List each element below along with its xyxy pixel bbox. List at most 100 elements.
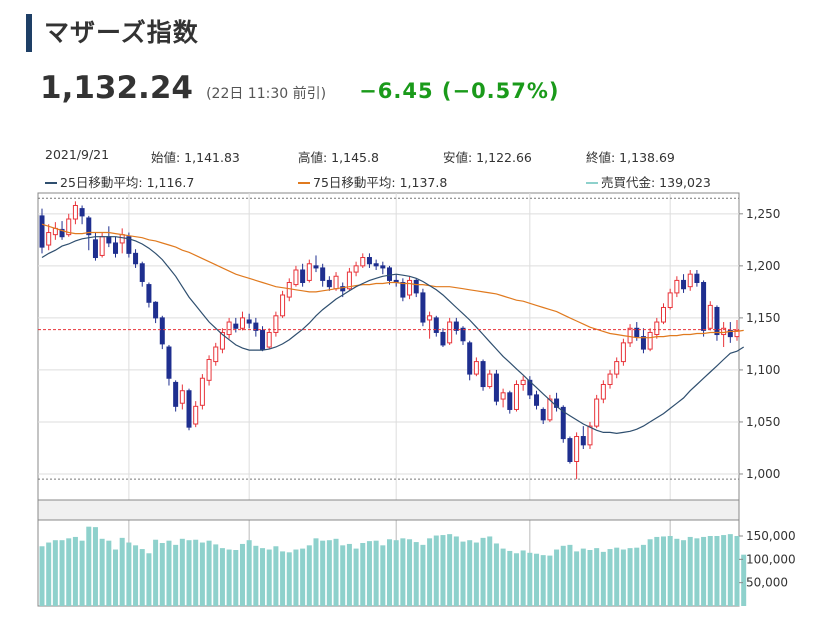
volume-bar	[39, 546, 45, 606]
volume-bar	[186, 540, 192, 606]
candle-up	[687, 273, 693, 288]
volume-bar	[473, 542, 479, 606]
volume-bar	[647, 539, 653, 606]
volume-bar	[660, 536, 666, 606]
x-axis-band	[37, 499, 740, 521]
candle-down	[113, 242, 119, 254]
candle-up	[627, 327, 633, 344]
candle-down	[640, 336, 646, 350]
volume-bar	[333, 538, 339, 606]
candle-down	[159, 317, 165, 345]
title-accent-bar	[26, 14, 32, 52]
candle-down	[39, 215, 45, 248]
volume-bar	[360, 543, 366, 606]
info-date: 2021/9/21	[45, 147, 110, 162]
volume-bar	[694, 538, 700, 606]
candle-down	[366, 257, 372, 265]
candle-down	[534, 394, 540, 406]
candle-up	[674, 279, 680, 294]
volume-bar	[620, 549, 626, 606]
volume-bar	[407, 539, 413, 606]
volume-bar	[166, 540, 172, 606]
volume-bar	[179, 538, 185, 606]
ma75-line	[41, 223, 744, 339]
volume-bar	[420, 544, 426, 606]
volume-bar	[440, 535, 446, 606]
candle-up	[280, 294, 286, 317]
price-change: −6.45 (−0.57%)	[359, 79, 560, 103]
volume-bar	[79, 540, 85, 606]
candle-up	[333, 275, 339, 290]
volume-bar	[734, 536, 740, 606]
candle-up	[594, 398, 600, 427]
candle-up	[193, 405, 199, 425]
candle-down	[146, 284, 152, 303]
volume-bar	[467, 540, 473, 606]
candle-up	[286, 281, 292, 298]
candle-up	[226, 321, 232, 336]
volume-bar	[340, 545, 346, 606]
plot-frame	[37, 192, 740, 607]
volume-bar	[567, 544, 573, 606]
candle-up	[66, 218, 72, 236]
y-tick-label: 1,050	[746, 415, 780, 429]
volume-bar	[727, 534, 733, 606]
candle-down	[246, 319, 252, 324]
candle-up	[239, 317, 245, 329]
candle-up	[179, 390, 185, 404]
candle-up	[660, 306, 666, 323]
volume-bar	[701, 536, 707, 606]
volume-bar	[266, 549, 272, 606]
candle-down	[527, 379, 533, 396]
candle-down	[400, 281, 406, 298]
candle-down	[320, 267, 326, 281]
candle-up	[273, 315, 279, 333]
volume-bar	[654, 536, 660, 606]
candle-down	[554, 398, 560, 408]
candle-down	[634, 327, 640, 338]
candle-down	[467, 342, 473, 375]
volume-bar	[239, 543, 245, 606]
candle-up	[427, 315, 433, 321]
candle-up	[199, 377, 205, 406]
volume-bar	[667, 536, 673, 606]
volume-bar	[233, 550, 239, 606]
candle-down	[413, 279, 419, 294]
candle-down	[313, 265, 319, 269]
candle-down	[233, 323, 239, 329]
volume-bar	[193, 539, 199, 606]
candle-down	[153, 301, 159, 319]
volume-bar	[721, 535, 727, 606]
candle-down	[380, 265, 386, 269]
volume-bar	[453, 536, 459, 606]
volume-bar	[433, 535, 439, 606]
candle-up	[72, 204, 78, 220]
volume-bar	[66, 538, 72, 606]
volume-bar	[326, 540, 332, 606]
volume-bar	[106, 540, 112, 606]
volume-bar	[560, 545, 566, 606]
candle-up	[654, 321, 660, 336]
y-tick-label: 1,200	[746, 259, 780, 273]
candle-up	[206, 359, 212, 381]
volume-bar	[500, 548, 506, 606]
volume-bar	[386, 539, 393, 606]
info-close: 終値: 1,138.69	[586, 150, 675, 165]
volume-bar	[594, 548, 600, 606]
candle-down	[727, 329, 733, 338]
volume-bar	[86, 526, 92, 606]
volume-bar	[353, 548, 359, 606]
candle-up	[353, 265, 359, 273]
volume-bar	[273, 546, 279, 606]
volume-tick-label: 50,000	[746, 576, 788, 590]
candle-down	[440, 331, 446, 346]
volume-bar	[260, 548, 266, 606]
candle-up	[520, 379, 526, 385]
candle-up	[219, 331, 225, 350]
volume-bar	[507, 550, 513, 606]
candle-down	[567, 438, 573, 462]
candle-down	[373, 263, 379, 267]
candle-down	[186, 390, 192, 428]
volume-bar	[52, 540, 58, 606]
info-open: 始値: 1,141.83	[151, 150, 240, 165]
